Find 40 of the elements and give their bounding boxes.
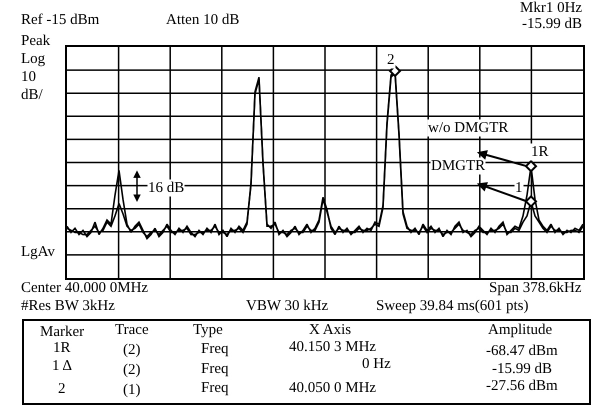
- text: 0 Hz: [362, 356, 392, 372]
- text: -68.47 dBm: [486, 343, 558, 359]
- text: Ref -15 dBm: [21, 12, 100, 28]
- text: (2): [123, 362, 140, 378]
- text: 2: [387, 52, 394, 68]
- annotation: DMGTR: [431, 158, 486, 174]
- text: Amplitude: [488, 322, 552, 338]
- text: 2: [58, 381, 66, 397]
- text: -27.56 dBm: [486, 378, 558, 394]
- annotation: 16 dB: [148, 180, 184, 196]
- text: Peak: [21, 33, 51, 49]
- text: Freq: [201, 380, 229, 396]
- text: 40.050 0 MHz: [289, 380, 376, 396]
- text: Trace: [115, 322, 149, 338]
- text: (2): [123, 342, 140, 358]
- text: Center 40.000 0MHz: [21, 280, 148, 296]
- text: 1 Δ: [52, 358, 72, 374]
- annotation: w/o DMGTR: [428, 120, 508, 136]
- text: Atten 10 dB: [166, 12, 240, 28]
- text: X Axis: [309, 322, 352, 338]
- text: 1R: [53, 340, 71, 356]
- text: VBW 30 kHz: [246, 298, 329, 314]
- text: (1): [123, 382, 140, 398]
- annotation: 1: [515, 180, 522, 196]
- text: Marker: [40, 324, 84, 340]
- text: Mkr1 0Hz: [520, 0, 582, 16]
- text: 10: [21, 69, 36, 85]
- text: LgAv: [21, 244, 56, 260]
- text: Type: [193, 322, 224, 338]
- text: Log: [21, 51, 46, 67]
- text: 40.150 3 MHz: [289, 339, 376, 355]
- text: -15.99 dB: [492, 361, 552, 377]
- text: #Res BW 3kHz: [21, 298, 116, 314]
- text: Freq: [201, 361, 229, 377]
- text: Sweep 39.84 ms(601 pts): [376, 298, 528, 314]
- text: -15.99 dB: [522, 16, 582, 32]
- text: dB/: [21, 87, 44, 103]
- text: Freq: [201, 341, 229, 357]
- text: Span 378.6kHz: [489, 280, 582, 296]
- annotation: 1R: [531, 144, 549, 160]
